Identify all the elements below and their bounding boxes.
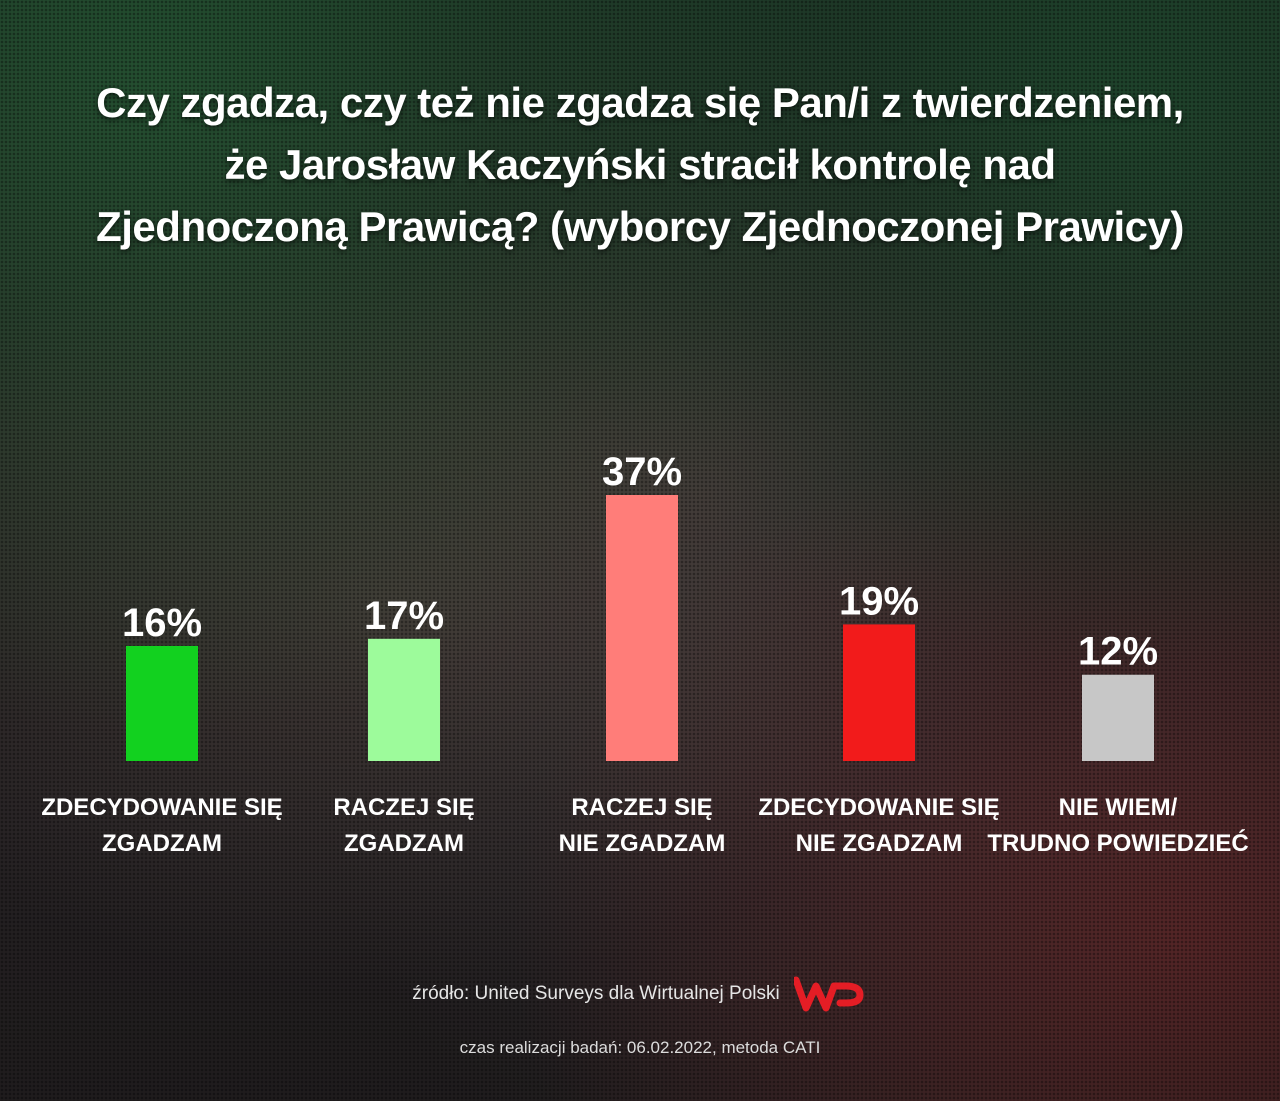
bar-4 [843, 624, 915, 761]
value-label-3: 37% [602, 450, 682, 494]
title-line-1: Czy zgadza, czy też nie zgadza się Pan/i… [96, 79, 1184, 126]
value-label-1: 16% [122, 601, 202, 645]
category-label-4-line-1: ZDECYDOWANIE SIĘ [758, 794, 999, 821]
category-label-2-line-1: RACZEJ SIĘ [333, 794, 474, 821]
title-line-3: Zjednoczoną Prawicą? (wyborcy Zjednoczon… [96, 203, 1184, 250]
bar-3 [606, 495, 678, 761]
category-label-3-line-2: NIE ZGADZAM [559, 830, 726, 857]
title-line-2: że Jarosław Kaczyński stracił kontrolę n… [224, 141, 1056, 188]
bar-2 [368, 638, 440, 761]
value-label-2: 17% [364, 594, 444, 638]
survey-date-method: czas realizacji badań: 06.02.2022, metod… [459, 1038, 821, 1057]
source-line: źródło: United Surveys dla Wirtualnej Po… [0, 976, 1280, 1012]
wp-logo-icon [793, 976, 864, 1012]
category-label-5-line-2: TRUDNO POWIEDZIEĆ [987, 829, 1248, 857]
bar-1 [126, 645, 198, 761]
bar-5 [1082, 674, 1154, 761]
category-label-1-line-2: ZGADZAM [102, 830, 222, 857]
category-label-5-line-1: NIE WIEM/ [1059, 794, 1178, 821]
category-label-2-line-2: ZGADZAM [344, 830, 464, 857]
value-label-5: 12% [1078, 630, 1158, 674]
chart-title: Czy zgadza, czy też nie zgadza się Pan/i… [20, 72, 1260, 258]
category-label-3-line-1: RACZEJ SIĘ [571, 794, 712, 821]
value-label-4: 19% [839, 579, 919, 623]
source-text: źródło: United Surveys dla Wirtualnej Po… [412, 983, 780, 1004]
category-label-1-line-1: ZDECYDOWANIE SIĘ [41, 794, 282, 821]
category-label-4-line-2: NIE ZGADZAM [796, 830, 963, 857]
